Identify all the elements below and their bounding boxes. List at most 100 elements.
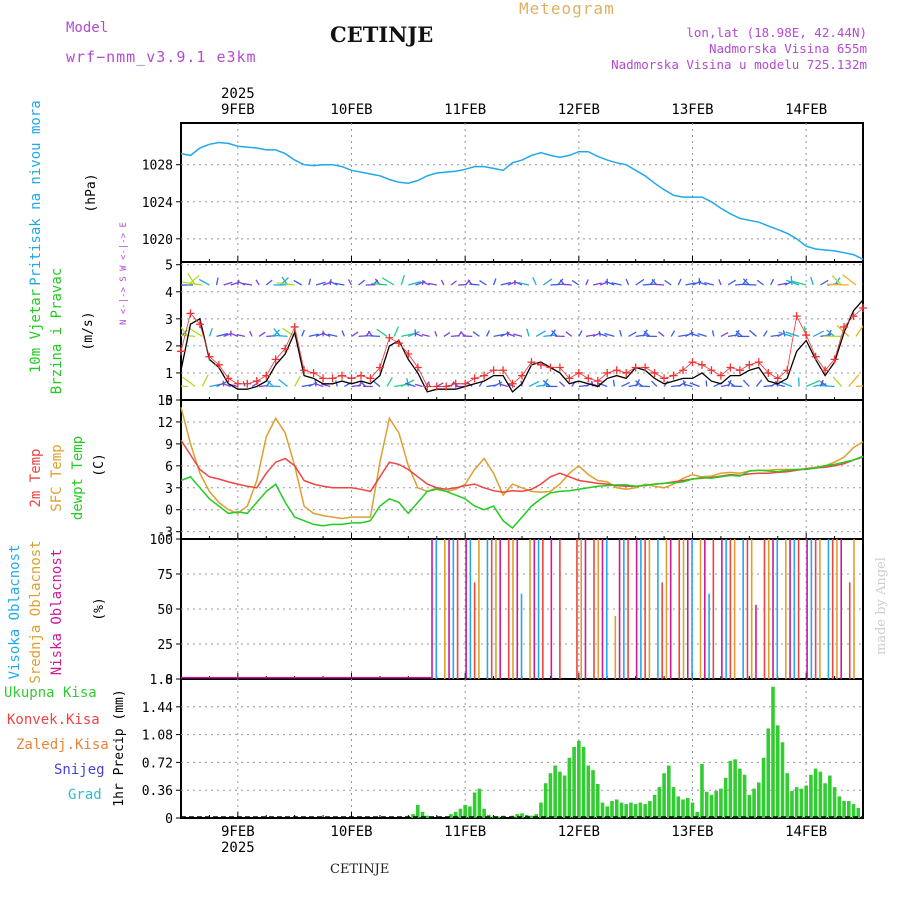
wind-arrow xyxy=(223,281,233,286)
wind-arrow xyxy=(273,328,281,337)
wind-arrow xyxy=(820,279,829,286)
wind-arrow xyxy=(635,380,644,387)
precip-bar xyxy=(638,802,643,818)
cloud-title-low: Niska Oblacnost xyxy=(49,549,65,675)
wind-arrow xyxy=(731,385,743,388)
wind-arrow xyxy=(862,283,863,285)
wind-arrow xyxy=(181,385,189,388)
pressure-ytick-label-1: 1024 xyxy=(142,196,173,211)
precip-legend-2: Zaledj.Kisa xyxy=(16,737,109,753)
wind-arrow xyxy=(201,374,209,387)
precip-bar xyxy=(733,759,737,818)
top-axis-label-2: 11FEB xyxy=(444,102,486,118)
precip-bar xyxy=(804,785,808,818)
wind-arrow xyxy=(373,380,381,387)
wind-arrow xyxy=(301,329,305,337)
wind-arrow xyxy=(351,331,359,337)
temperature-ytick-label-1: 0 xyxy=(165,504,173,519)
precip-ytick-label-5: 1.8 xyxy=(150,673,173,688)
clouds-ytick-label-1: 25 xyxy=(157,638,173,653)
wind-arrow xyxy=(187,273,196,286)
wind-arrow xyxy=(230,332,239,338)
wind-arrow xyxy=(181,326,189,337)
wind-arrow xyxy=(785,331,800,338)
wind-arrow xyxy=(604,280,615,286)
wind-arrow xyxy=(643,330,651,337)
precip-bar xyxy=(581,746,586,818)
precip-bar xyxy=(856,807,861,818)
wind-arrow xyxy=(276,282,295,286)
wind-arrow xyxy=(265,279,273,286)
footer-station: CETINJE xyxy=(330,862,390,877)
wind-arrow xyxy=(315,281,326,286)
wind-arrow xyxy=(278,378,288,387)
precip-bar xyxy=(643,804,647,818)
wind-arrow xyxy=(670,330,676,337)
precip-ytick-label-4: 1.44 xyxy=(142,701,173,716)
wind-arrow xyxy=(381,277,395,286)
wind-arrow xyxy=(805,379,821,388)
precip-legend-4: Grad xyxy=(68,787,102,803)
wind-ytick-label-4: 4 xyxy=(165,286,173,301)
wind-arrow xyxy=(182,281,203,286)
wind-arrow xyxy=(498,379,502,387)
precip-bar xyxy=(842,801,846,818)
precip-bar xyxy=(548,773,553,818)
precip-bar xyxy=(700,763,704,818)
wind-arrow xyxy=(507,333,516,338)
wind-arrow xyxy=(376,328,388,337)
wind-arrow xyxy=(635,278,645,286)
precip-bar xyxy=(704,791,709,818)
wind-arrow xyxy=(282,327,296,337)
wind-arrow xyxy=(293,279,303,286)
data-series xyxy=(177,141,867,818)
precip-bar xyxy=(667,765,671,818)
wind-arrow xyxy=(748,329,757,337)
wind-speed-line xyxy=(180,299,864,393)
top-axis-label-0: 9FEB xyxy=(221,102,255,118)
precip-bar xyxy=(543,783,548,818)
wind-arrow xyxy=(742,379,750,387)
temperature-ytick-label-3: 6 xyxy=(165,460,173,475)
clouds-ytick-label-3: 75 xyxy=(157,568,173,583)
wind-arrow xyxy=(762,330,768,337)
pressure-frame xyxy=(180,122,864,263)
wind-arrow xyxy=(428,282,437,286)
precip-bar xyxy=(757,782,761,818)
wind-arrow xyxy=(543,334,557,338)
precip-bar xyxy=(671,787,676,818)
precip-bar xyxy=(846,801,851,818)
gust-line xyxy=(180,307,864,387)
chart-kind-title: Meteogram xyxy=(519,0,615,18)
wind-arrow xyxy=(649,278,656,286)
precip-bar xyxy=(425,815,430,818)
wind-arrow xyxy=(821,384,835,388)
wind-arrow xyxy=(705,380,708,387)
wind-arrow xyxy=(249,330,253,337)
wind-compass: N <-|-> S W <-|-> E xyxy=(119,222,129,325)
temp-title-dewpt: dewpt Temp xyxy=(70,436,86,520)
precip-bar xyxy=(695,811,700,818)
wind-title: 10m Vjetar xyxy=(28,289,44,373)
temp-title-sfc: SFC Temp xyxy=(49,444,65,511)
wind-arrow xyxy=(266,379,274,387)
wind-arrow xyxy=(198,278,210,286)
precip-bar xyxy=(681,799,685,818)
precip-bar xyxy=(605,806,610,818)
wind-arrow xyxy=(558,381,566,387)
wind-ytick-label-3: 3 xyxy=(165,313,173,328)
bottom-axis-label-1: 10FEB xyxy=(330,824,372,840)
precip-bar xyxy=(614,799,619,818)
wind-arrow xyxy=(341,330,345,337)
temperature-ytick-label-4: 9 xyxy=(165,438,173,453)
wind-ytick-label-5: 5 xyxy=(165,259,173,274)
wind-arrow xyxy=(450,280,457,286)
wind-arrow xyxy=(507,281,516,286)
wind-arrow xyxy=(826,329,835,337)
precip-bar xyxy=(453,811,458,818)
wind-arrow xyxy=(251,381,259,388)
wind-arrow xyxy=(258,331,266,337)
wind-arrow xyxy=(862,385,863,387)
wind-arrow xyxy=(677,278,682,286)
precip-bar xyxy=(761,757,766,818)
